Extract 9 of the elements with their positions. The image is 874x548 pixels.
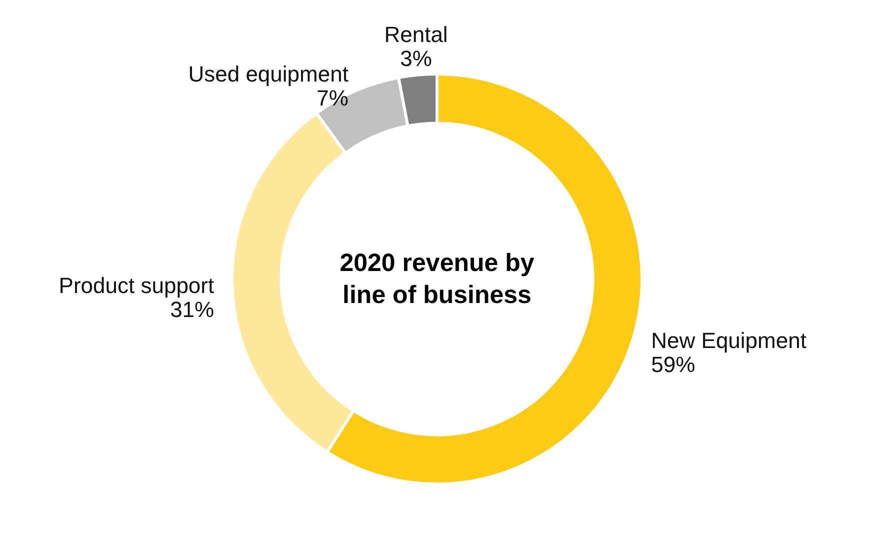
data-label: 7% — [316, 85, 348, 110]
text: 2020 revenue by line of business — [340, 249, 534, 309]
data-label: 31% — [170, 297, 214, 322]
slice-label: Product support — [58, 273, 214, 298]
slice-label: Rental — [384, 22, 448, 47]
data-label: 59% — [651, 352, 696, 378]
data-label: 3% — [400, 46, 432, 71]
slice-label: Used equipment — [188, 61, 348, 86]
slice-label: New Equipment — [651, 328, 806, 354]
